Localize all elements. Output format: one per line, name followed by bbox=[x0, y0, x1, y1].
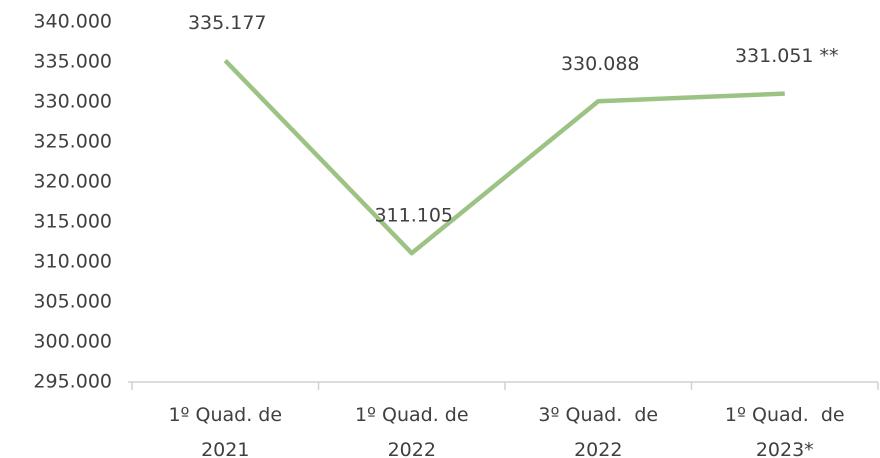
y-tick-label: 335.000 bbox=[33, 51, 112, 73]
data-label: 331.051 ** bbox=[735, 45, 839, 67]
data-label: 330.088 bbox=[561, 53, 640, 75]
data-label: 311.105 bbox=[374, 205, 453, 227]
y-tick-label: 315.000 bbox=[33, 211, 112, 233]
x-tick-label: 1º Quad. de 2023* bbox=[725, 404, 845, 458]
data-line bbox=[223, 59, 785, 256]
x-tick-label: 3º Quad. de 2022 bbox=[538, 404, 658, 458]
y-tick-label: 320.000 bbox=[33, 171, 112, 193]
y-tick-label: 295.000 bbox=[33, 371, 112, 393]
x-tick-label: 1º Quad. de 2022 bbox=[355, 404, 469, 458]
data-label: 335.177 bbox=[188, 12, 267, 34]
y-tick-label: 340.000 bbox=[33, 11, 112, 33]
y-tick-label: 305.000 bbox=[33, 291, 112, 313]
y-tick-label: 310.000 bbox=[33, 251, 112, 273]
y-tick-label: 330.000 bbox=[33, 91, 112, 113]
x-tick-label: 1º Quad. de 2021 bbox=[168, 404, 282, 458]
y-tick-label: 325.000 bbox=[33, 131, 112, 153]
y-tick-label: 300.000 bbox=[33, 331, 112, 353]
